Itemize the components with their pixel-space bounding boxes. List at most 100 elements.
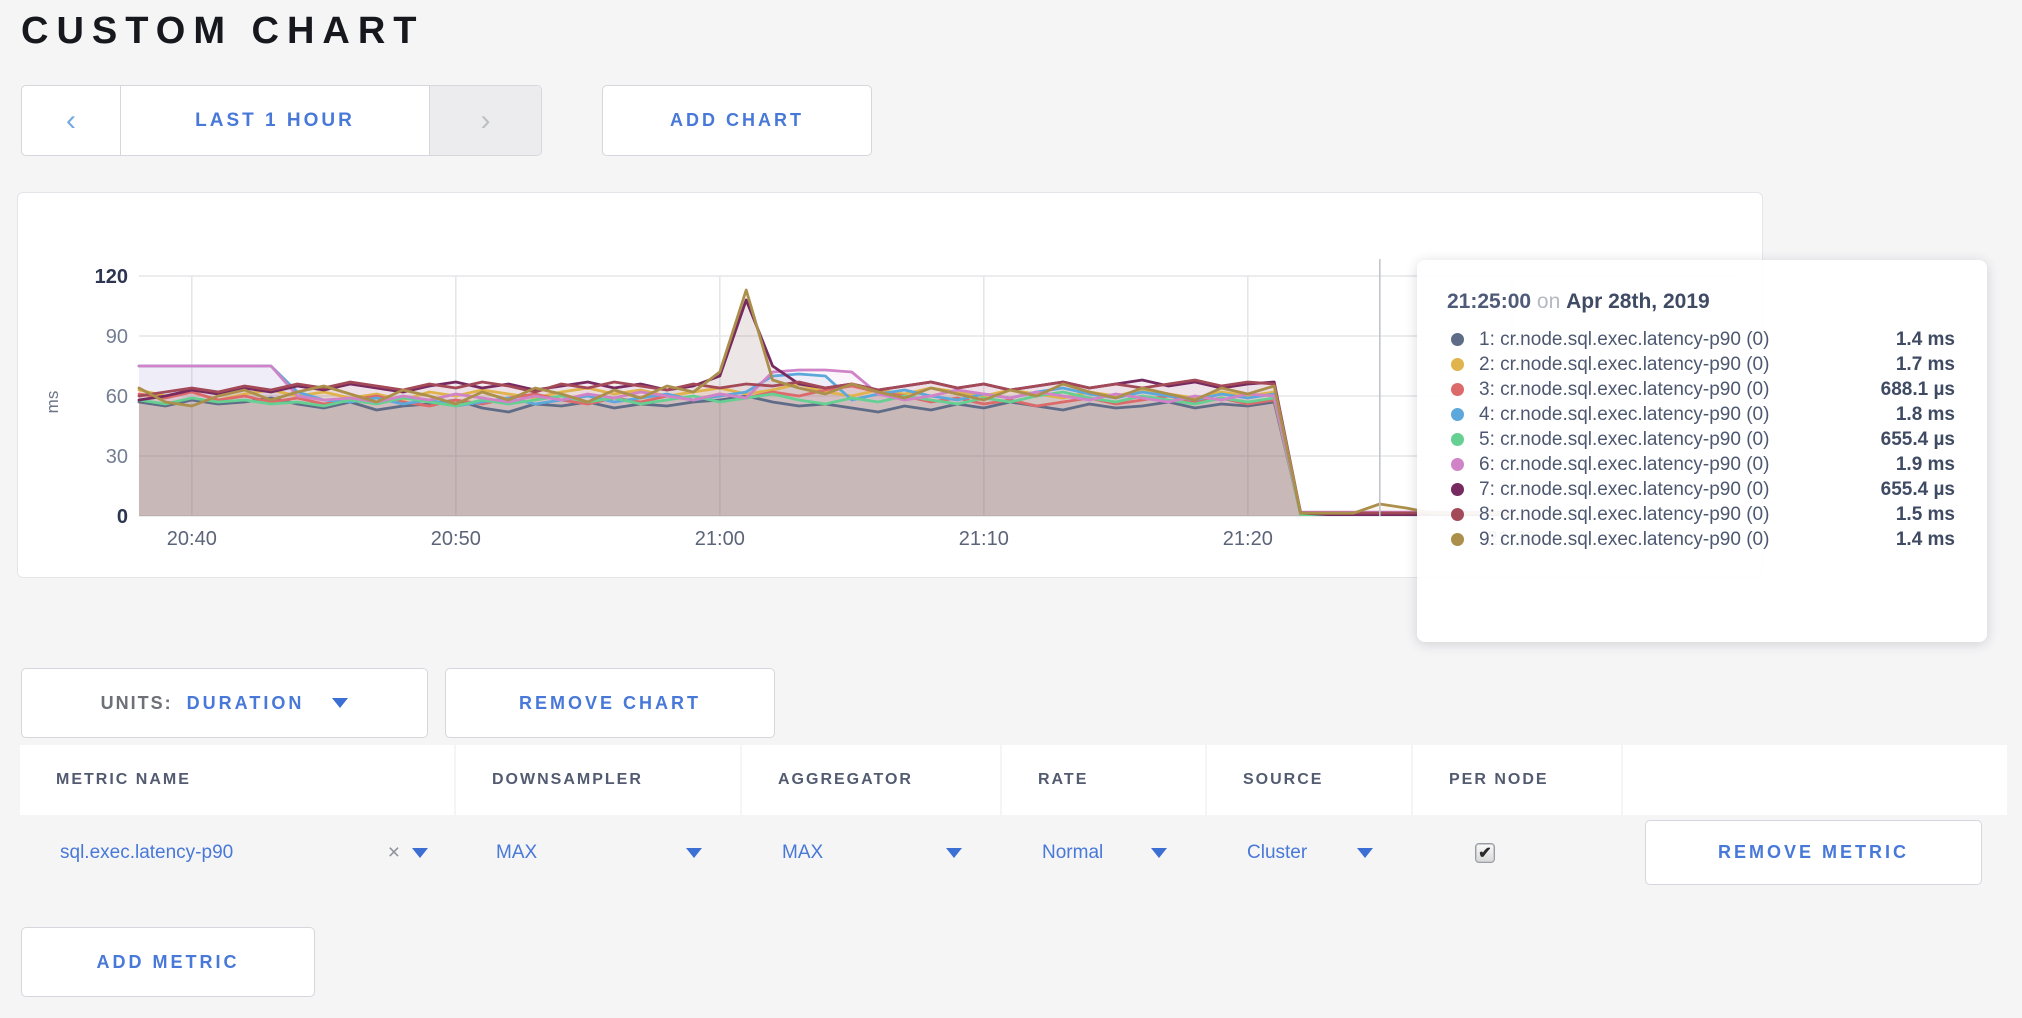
downsampler-dropdown[interactable]: MAX	[496, 841, 538, 863]
add-chart-button[interactable]: ADD CHART	[602, 85, 872, 156]
tooltip-series-name: 1: cr.node.sql.exec.latency-p90 (0)	[1479, 328, 1770, 350]
chevron-down-icon[interactable]	[1151, 847, 1167, 858]
tooltip-series-value: 1.8 ms	[1895, 403, 1955, 425]
series-area	[139, 384, 1512, 516]
tooltip-series-value: 1.9 ms	[1895, 453, 1955, 475]
time-window-range-button[interactable]: LAST 1 HOUR	[195, 109, 355, 131]
tooltip-series-row: 8: cr.node.sql.exec.latency-p90 (0) 1.5 m…	[1447, 502, 1955, 527]
column-header-actions	[1623, 745, 2007, 815]
series-area	[139, 300, 1512, 516]
series-area	[139, 392, 1512, 516]
series-color-dot-icon	[1451, 508, 1464, 521]
tooltip-time: 21:25:00	[1447, 290, 1532, 313]
tooltip-header: 21:25:00 on Apr 28th, 2019	[1447, 290, 1710, 313]
tooltip-series-row: 6: cr.node.sql.exec.latency-p90 (0) 1.9 m…	[1447, 452, 1955, 477]
x-tick-label: 21:20	[1223, 528, 1273, 550]
time-window-next-button[interactable]: ›	[429, 86, 541, 155]
column-header-per-node: PER NODE	[1413, 745, 1623, 815]
tooltip-series-name: 7: cr.node.sql.exec.latency-p90 (0)	[1479, 478, 1770, 500]
source-cell: Cluster	[1207, 815, 1413, 890]
tooltip-series-name: 9: cr.node.sql.exec.latency-p90 (0)	[1479, 528, 1770, 550]
tooltip-series-row: 2: cr.node.sql.exec.latency-p90 (0) 1.7 m…	[1447, 352, 1955, 377]
x-tick-label: 21:00	[695, 528, 745, 550]
tooltip-series-value: 1.7 ms	[1895, 353, 1955, 375]
series-color-dot-icon	[1451, 483, 1464, 496]
y-tick-label: 30	[106, 446, 128, 468]
chevron-down-icon[interactable]	[946, 847, 962, 858]
metrics-table-header: METRIC NAME DOWNSAMPLER AGGREGATOR RATE SOUR…	[20, 745, 2007, 815]
units-value: DURATION	[186, 692, 305, 713]
chevron-left-icon: ‹	[66, 103, 76, 137]
tooltip-series-name: 3: cr.node.sql.exec.latency-p90 (0)	[1479, 378, 1770, 400]
tooltip-series-list: 1: cr.node.sql.exec.latency-p90 (0) 1.4 m…	[1447, 327, 1955, 552]
metric-name-cell: sql.exec.latency-p90 ×	[20, 815, 456, 890]
tooltip-series-value: 1.4 ms	[1895, 328, 1955, 350]
tooltip-series-name: 4: cr.node.sql.exec.latency-p90 (0)	[1479, 403, 1770, 425]
chevron-down-icon[interactable]	[686, 847, 702, 858]
tooltip-series-name: 6: cr.node.sql.exec.latency-p90 (0)	[1479, 453, 1770, 475]
aggregator-dropdown[interactable]: MAX	[782, 841, 824, 863]
time-window-selector: ‹ LAST 1 HOUR ›	[21, 85, 542, 156]
metric-name-dropdown[interactable]: sql.exec.latency-p90	[60, 841, 234, 863]
per-node-checkbox[interactable]: ✔	[1475, 842, 1495, 863]
column-header-rate: RATE	[1002, 745, 1207, 815]
aggregator-cell: MAX	[742, 815, 1002, 890]
series-color-dot-icon	[1451, 333, 1464, 346]
x-tick-label: 20:40	[167, 528, 217, 550]
tooltip-series-row: 9: cr.node.sql.exec.latency-p90 (0) 1.4 m…	[1447, 527, 1955, 552]
series-area	[139, 380, 1512, 516]
column-header-aggregator: AGGREGATOR	[742, 745, 1002, 815]
tooltip-series-value: 688.1 µs	[1880, 378, 1955, 400]
chart-hover-tooltip: 21:25:00 on Apr 28th, 2019 1: cr.node.sq…	[1417, 260, 1987, 642]
chevron-down-icon[interactable]	[412, 847, 428, 858]
series-line	[137, 288, 1514, 515]
remove-chart-button[interactable]: REMOVE CHART	[445, 668, 775, 738]
downsampler-cell: MAX	[456, 815, 742, 890]
column-header-source: SOURCE	[1207, 745, 1413, 815]
column-header-metric-name: METRIC NAME	[20, 745, 456, 815]
tooltip-series-row: 5: cr.node.sql.exec.latency-p90 (0) 655.4…	[1447, 427, 1955, 452]
time-window-prev-button[interactable]: ‹	[22, 86, 121, 155]
rate-cell: Normal	[1002, 815, 1207, 890]
y-tick-label: 120	[95, 266, 128, 288]
tooltip-series-value: 1.4 ms	[1895, 528, 1955, 550]
metrics-table-row: sql.exec.latency-p90 × MAX MAX Normal Cluster…	[20, 815, 2007, 890]
tooltip-series-value: 1.5 ms	[1895, 503, 1955, 525]
series-color-dot-icon	[1451, 383, 1464, 396]
clear-metric-icon[interactable]: ×	[387, 840, 400, 864]
series-color-dot-icon	[1451, 358, 1464, 371]
tooltip-series-row: 4: cr.node.sql.exec.latency-p90 (0) 1.8 m…	[1447, 402, 1955, 427]
x-tick-label: 21:10	[959, 528, 1009, 550]
series-area	[139, 386, 1512, 516]
tooltip-series-row: 1: cr.node.sql.exec.latency-p90 (0) 1.4 m…	[1447, 327, 1955, 352]
series-color-dot-icon	[1451, 458, 1464, 471]
tooltip-series-name: 8: cr.node.sql.exec.latency-p90 (0)	[1479, 503, 1770, 525]
y-tick-label: 60	[106, 386, 128, 408]
series-color-dot-icon	[1451, 533, 1464, 546]
y-tick-label: 0	[117, 506, 128, 528]
per-node-cell: ✔	[1413, 815, 1623, 890]
page-title: CUSTOM CHART	[21, 10, 425, 52]
remove-metric-button[interactable]: REMOVE METRIC	[1645, 820, 1982, 885]
row-actions-cell: REMOVE METRIC	[1623, 815, 2007, 890]
add-metric-button[interactable]: ADD METRIC	[21, 927, 315, 997]
series-color-dot-icon	[1451, 433, 1464, 446]
tooltip-series-row: 3: cr.node.sql.exec.latency-p90 (0) 688.1…	[1447, 377, 1955, 402]
x-tick-label: 20:50	[431, 528, 481, 550]
series-color-dot-icon	[1451, 408, 1464, 421]
custom-chart-panel: 0 30 60 90 120 ms 20:40 20:50 21:00 21:10 21:20 21:…	[17, 192, 1763, 578]
y-tick-label: 90	[106, 326, 128, 348]
rate-dropdown[interactable]: Normal	[1042, 841, 1104, 863]
tooltip-series-value: 655.4 µs	[1880, 478, 1955, 500]
chevron-down-icon[interactable]	[1357, 847, 1373, 858]
chart-plot[interactable]: 0 30 60 90 120 ms 20:40 20:50 21:00 21:10 21:20 21:…	[18, 193, 1764, 579]
chevron-right-icon: ›	[480, 103, 491, 137]
units-dropdown[interactable]: UNITS: DURATION	[21, 668, 428, 738]
series-area	[139, 396, 1512, 516]
source-dropdown[interactable]: Cluster	[1247, 841, 1308, 863]
tooltip-series-name: 5: cr.node.sql.exec.latency-p90 (0)	[1479, 428, 1770, 450]
units-label: UNITS:	[100, 692, 173, 713]
chevron-down-icon	[332, 698, 349, 708]
column-header-downsampler: DOWNSAMPLER	[456, 745, 742, 815]
tooltip-series-name: 2: cr.node.sql.exec.latency-p90 (0)	[1479, 353, 1770, 375]
